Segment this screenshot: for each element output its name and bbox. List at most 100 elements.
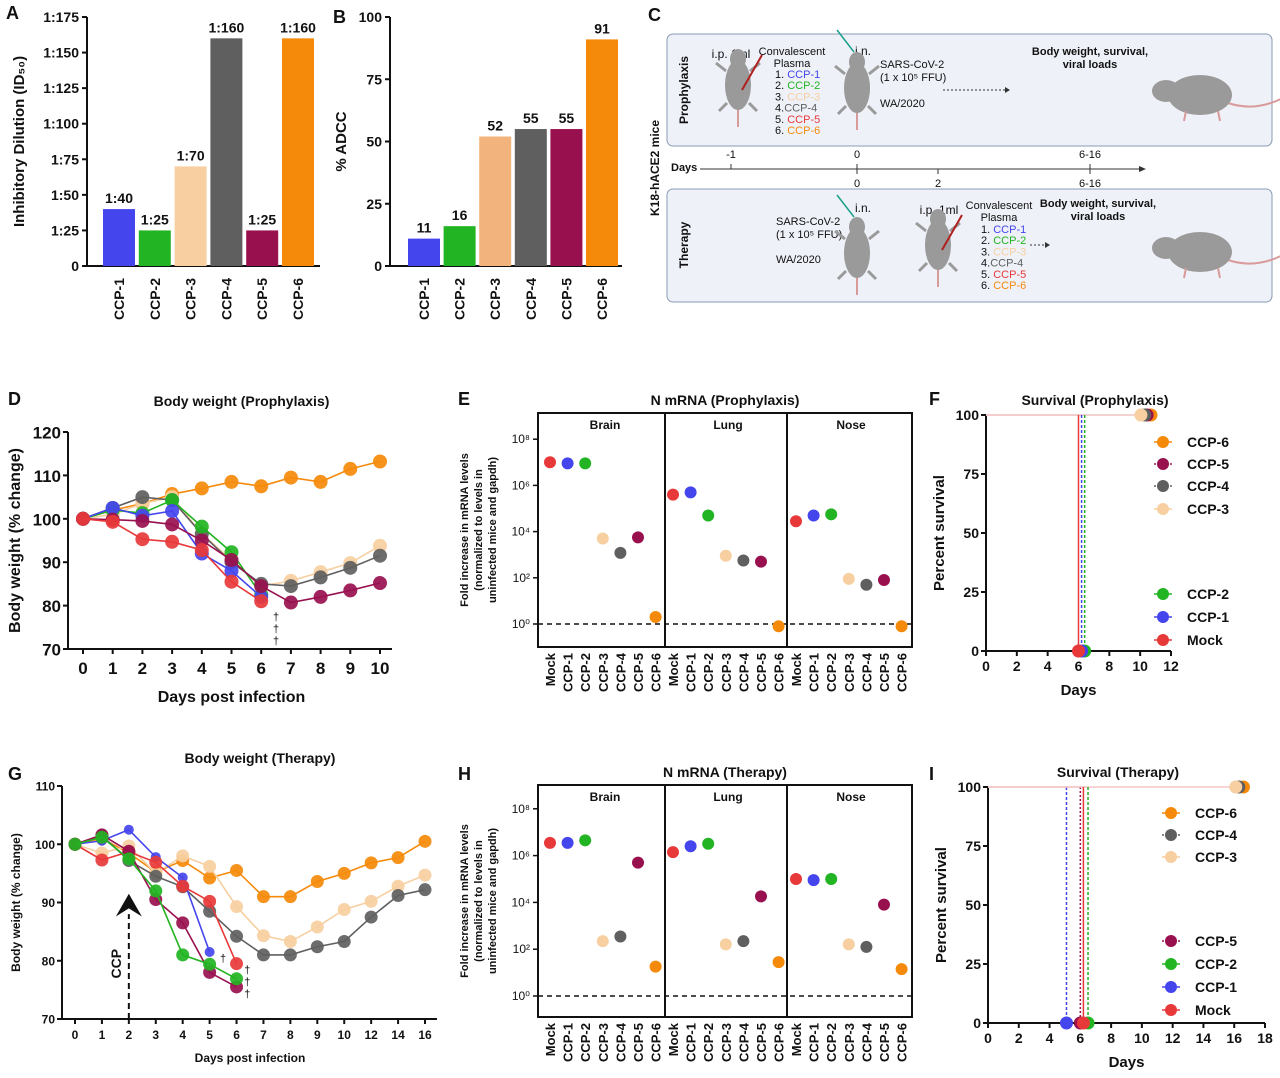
plasma-list-item: 4.CCP-4 <box>775 103 817 115</box>
x-tick-label: CCP-1 <box>416 278 432 320</box>
x-tick-label: 3 <box>152 1028 159 1042</box>
list-number: 5. <box>981 269 993 281</box>
legend-marker <box>1165 829 1177 841</box>
x-tick-label: 9 <box>314 1028 321 1042</box>
data-point-ccp-5 <box>878 898 890 911</box>
scatter-chart-e: N mRNA (Prophylaxis) 10⁰ 10² 10⁴ 10⁶ 10⁸ Fold … <box>459 392 913 692</box>
x-tick-label: CCP-2 <box>824 1023 839 1062</box>
panel-label-d: D <box>8 389 21 409</box>
x-tick-label: CCP-6 <box>290 278 306 320</box>
x-tick-label: 1 <box>108 659 117 678</box>
data-point <box>337 902 351 916</box>
y-tick-label: 70 <box>42 1013 56 1027</box>
data-point <box>135 490 150 505</box>
x-tick-label: 7 <box>286 659 295 678</box>
y-tick-label: 10⁰ <box>512 989 530 1003</box>
data-point <box>224 553 239 568</box>
x-tick-label: CCP-5 <box>254 278 270 320</box>
data-point <box>149 884 163 898</box>
timeline-bottom-label: 2 <box>935 178 941 190</box>
head <box>930 209 946 229</box>
facet-label: Nose <box>836 418 866 432</box>
x-tick-label: CCP-1 <box>561 1023 576 1062</box>
y-tick-label: 1:25 <box>51 222 79 238</box>
data-point-ccp-5 <box>878 574 890 587</box>
end-marker <box>1059 1016 1073 1030</box>
legs <box>1183 110 1221 122</box>
x-tick-label: 6 <box>1076 1030 1084 1046</box>
end-marker <box>1072 644 1085 658</box>
y-tick-label: 10⁰ <box>512 617 530 631</box>
legend-label: Mock <box>1195 1002 1231 1018</box>
data-point <box>343 560 358 575</box>
panel-label-g: G <box>8 764 22 784</box>
data-point <box>256 890 270 904</box>
list-ccp-name: CCP-3 <box>993 246 1026 258</box>
data-point <box>105 500 120 515</box>
x-tick-label: 2 <box>138 659 147 678</box>
data-point <box>165 534 180 549</box>
x-tick-label: 4 <box>179 1028 186 1042</box>
data-point <box>76 511 90 526</box>
data-point-ccp-1 <box>561 836 574 849</box>
legend-marker <box>1165 807 1177 819</box>
x-tick-label: 12 <box>1165 1030 1181 1046</box>
list-ccp-name: CCP-4 <box>990 258 1023 270</box>
series-ccp-6 <box>68 831 432 904</box>
x-tick-label: 5 <box>227 659 236 678</box>
data-point <box>165 517 180 532</box>
plasma-label-1: Convalescent <box>759 46 826 58</box>
head <box>849 217 865 237</box>
data-point <box>224 474 239 489</box>
legend-marker <box>1157 436 1169 448</box>
bar-value-label: 55 <box>523 110 539 126</box>
x-tick-label: 16 <box>418 1028 432 1042</box>
data-point <box>176 849 190 863</box>
x-tick-label: 4 <box>1046 1030 1054 1046</box>
data-point <box>418 834 432 848</box>
bar-ccp-5 <box>246 230 279 266</box>
bar-ccp-1 <box>408 238 440 266</box>
y-tick-label: 0 <box>973 1015 981 1031</box>
data-point <box>283 595 298 610</box>
bar-ccp-6 <box>282 38 314 266</box>
data-point <box>373 454 387 469</box>
bar-value-label: 1:160 <box>208 19 244 35</box>
chart-title: N mRNA (Therapy) <box>663 764 787 780</box>
data-point-ccp-3 <box>842 572 855 585</box>
y-axis-label: uninfected mice and gapdh) <box>487 828 499 974</box>
bar-ccp-3 <box>174 166 207 266</box>
facet-label: Lung <box>713 790 742 804</box>
data-point-ccp-6 <box>649 960 662 973</box>
y-tick-label: 10⁴ <box>511 525 530 539</box>
y-tick-label: 90 <box>42 554 61 573</box>
panel-label-a: A <box>6 3 19 23</box>
y-tick-label: 50 <box>965 897 981 913</box>
data-point <box>256 948 270 962</box>
x-tick-label: Mock <box>789 652 804 686</box>
bar-ccp-1 <box>103 209 135 266</box>
x-tick-label: 9 <box>346 659 355 678</box>
body <box>844 63 870 113</box>
list-number: 5. <box>775 114 787 126</box>
readout-label-therapy-2: viral loads <box>1071 211 1125 223</box>
data-point-ccp-2 <box>579 457 592 470</box>
facet-label: Brain <box>590 790 621 804</box>
experimental-design-diagram: K18-hACE2 mice Prophylaxis i.p. 1ml Conv… <box>648 29 1280 303</box>
plasma-list-item: 6. CCP-6 <box>775 125 820 137</box>
x-tick-label: CCP-3 <box>183 278 199 320</box>
bar-value-label: 1:25 <box>141 211 169 227</box>
data-point <box>254 594 269 609</box>
data-point <box>95 853 109 867</box>
data-point-ccp-1 <box>807 509 820 522</box>
death-dagger: † <box>273 611 279 623</box>
list-number: 4. <box>775 103 784 115</box>
x-tick-label: 2 <box>126 1028 133 1042</box>
x-tick-label: CCP-3 <box>596 1023 611 1062</box>
in-label-therapy: i.n. <box>855 201 871 215</box>
x-tick-label: CCP-5 <box>631 1023 646 1062</box>
plasma-list-therapy: 1. CCP-12. CCP-23. CCP-34.CCP-45. CCP-56… <box>981 224 1026 292</box>
plasma-list-item: 2. CCP-2 <box>981 235 1026 247</box>
bar-ccp-4 <box>210 38 243 266</box>
x-axis-label: Days <box>1109 1054 1145 1071</box>
